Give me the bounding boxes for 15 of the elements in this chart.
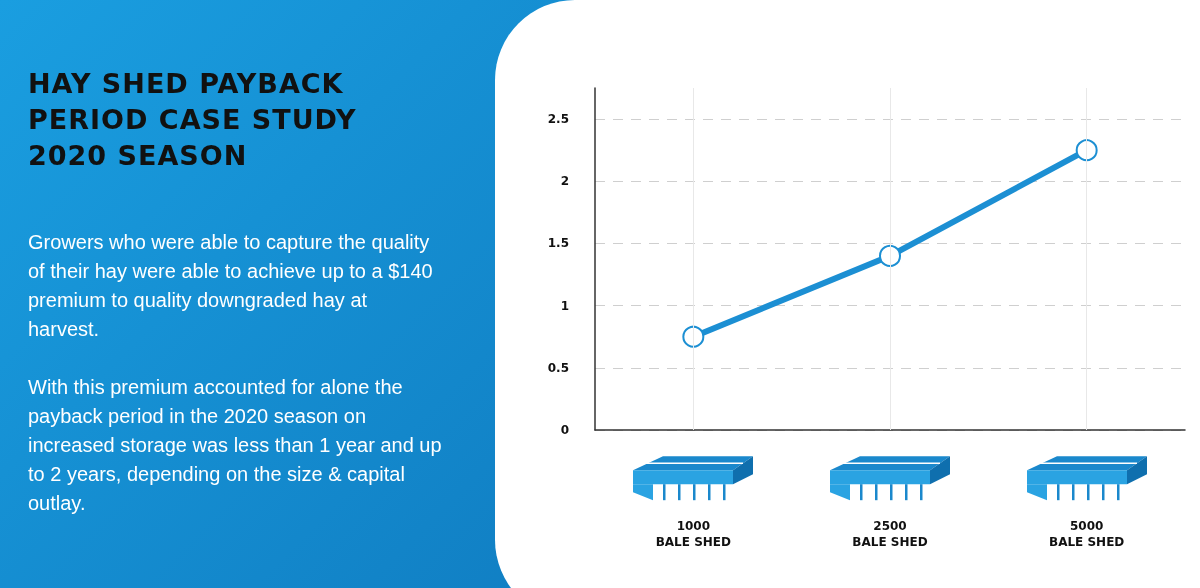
- text: Growers who were able to capture the quality of their hay were able to achieve up to a $140 premium to quality downgraded hay at harvest.: [28, 230, 434, 342]
- y-tick-label: 0.5: [547, 360, 569, 375]
- y-tick-label: 1.5: [547, 236, 569, 251]
- text: With this premium accounted for alone the payback period in the 2020 season on increased storage was less than 1 year and up to 2 years, depending on the size & capital outlay.: [28, 375, 443, 516]
- y-tick-label: 2: [560, 174, 569, 189]
- point: [879, 244, 901, 267]
- text: HAY SHED PAYBACK PERIOD CASE STUDY 2020 SEASON: [28, 67, 358, 173]
- x-tick-label: 1000 BALE SHED: [655, 519, 732, 549]
- x-tick-label: 2500 BALE SHED: [852, 519, 928, 549]
- y-tick-label: 2.5: [547, 112, 569, 127]
- y-tick-label: 1: [560, 298, 569, 313]
- point: [682, 325, 705, 348]
- point: [1075, 139, 1098, 162]
- y-tick-label: 0: [560, 423, 569, 437]
- x-tick-label: 5000 BALE SHED: [1049, 519, 1125, 549]
